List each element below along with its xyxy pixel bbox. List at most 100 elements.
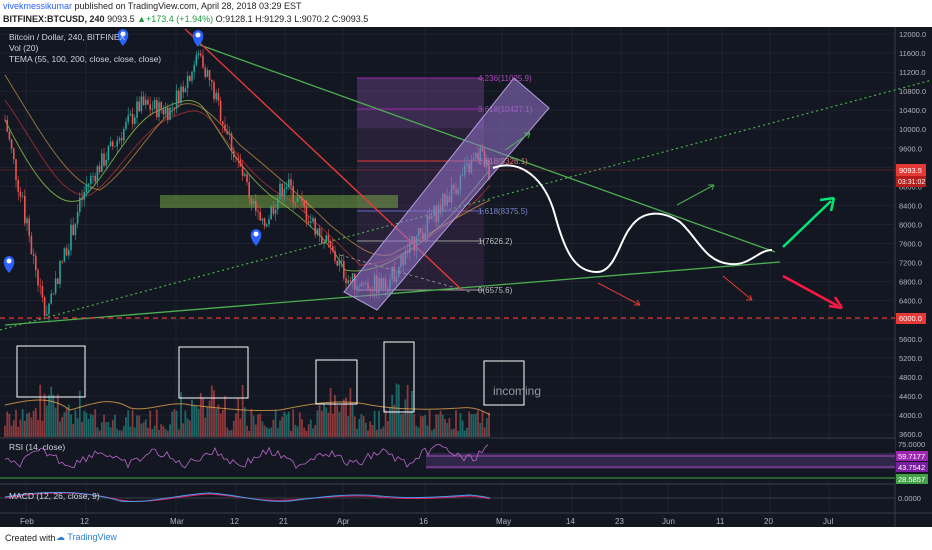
rising-channel[interactable] [343,77,550,311]
support-price-value: 6000.0 [899,314,922,323]
rsi-line [4,443,489,470]
volume-bar [83,410,86,437]
tradingview-brand-link[interactable]: ☁ TradingView [56,532,117,542]
candle-body [332,246,334,251]
volume-bar [301,419,303,437]
volume-bar [213,390,215,437]
candle-body [151,108,154,110]
time-axis[interactable]: Feb 12 Mar 12 21 Apr 16 May 14 23 Jun 11 20 Jul [20,517,833,526]
volume-bar [30,417,33,437]
map-pin-icon [250,229,262,246]
candle-body [52,293,55,295]
price-axis-label: 10400.0 [899,106,926,115]
volume-bar [184,410,187,437]
candle-body [312,218,314,222]
candle-body [59,261,61,285]
price-axis-label: 6800.0 [899,278,922,287]
volume-highlight-box [383,341,415,413]
rsi-tag-c [896,474,928,484]
volume-bar [26,413,28,437]
candle-body [48,303,50,314]
bearish-arrow-icon[interactable] [782,274,844,310]
current-price-value: 9093.5 [899,166,922,175]
volume-bar [250,409,253,437]
volume-bar [272,419,275,437]
volume-bar [48,394,50,437]
volume-bar [120,430,123,437]
projected-price-path[interactable] [492,164,773,274]
volume-bar [336,405,339,437]
volume-bar [485,418,488,437]
candle-body [224,124,226,131]
long-term-dotted-trendline[interactable] [0,79,932,331]
candle-body [87,183,90,185]
candle-body [140,96,143,112]
time-axis-label: 23 [615,517,624,526]
volume-bar [367,430,369,437]
incoming-label: incoming [493,384,541,398]
volume-bar [287,411,290,437]
volume-bar [417,427,420,437]
volume-bar [129,426,132,437]
volume-bar [23,420,26,437]
volume-bar [56,394,59,437]
candle-body [184,88,187,93]
volume-bar [252,415,255,437]
candle-body [17,179,19,192]
ascending-support-line[interactable] [4,261,781,326]
candle-body [327,235,330,242]
candle-body [310,221,312,223]
author-link[interactable]: vivekmessikumar [3,1,73,11]
candle-body [142,96,145,105]
volume-bar [162,426,165,437]
candle-body [186,76,189,89]
volume-bar [65,408,68,437]
volume-bar [312,428,314,437]
current-price-tag [896,164,926,176]
rsi-tag-c-value: 28.5857 [898,475,925,484]
rsi-legend: RSI (14, close) [9,442,65,452]
candle-body [147,99,149,105]
candle-body [149,104,151,110]
time-axis-label: Jul [823,517,833,526]
candle-body [10,139,13,149]
time-axis-label: 11 [716,517,725,526]
volume-bar [228,430,231,437]
price-axis-label: 11600.0 [899,49,926,58]
volume-bar [411,390,413,437]
candle-body [292,186,294,202]
volume-bar [356,428,358,437]
candle-body [145,99,147,105]
volume-bar [331,413,334,437]
rsi-axis-top: 75.0000 [898,440,925,449]
candle-body [230,133,233,152]
volume-bar [446,422,449,437]
volume-bar [219,413,222,437]
fib-label-1: 1(7626.2) [478,237,513,246]
volume-bar [279,420,281,437]
volume-bar [281,416,284,437]
volume-bar [171,411,174,437]
price-axis-label: 6400.0 [899,297,922,306]
map-pin-icon [192,30,204,47]
rsi-tag-a [896,451,928,461]
chart-canvas[interactable]: 4.236(11025.9) 3.618(10427.1) 2.618(9326… [0,27,932,527]
candle-body [349,280,352,282]
volume-bar [85,412,88,437]
volume-bar [6,411,9,437]
macd-line [4,491,491,502]
close-value: C:9093.5 [331,14,369,24]
candle-body [101,153,103,172]
candle-body [57,278,59,285]
candle-body [83,192,85,200]
volume-bar [452,428,455,437]
volume-bar [149,410,152,437]
volume-bar [472,413,475,437]
interval: 240 [89,14,105,24]
bullish-arrow-icon[interactable] [782,196,836,248]
volume-bar [72,423,75,437]
candle-body [162,109,165,115]
volume-bar [323,403,325,437]
candle-body [189,76,191,81]
volume-bar [182,423,185,437]
